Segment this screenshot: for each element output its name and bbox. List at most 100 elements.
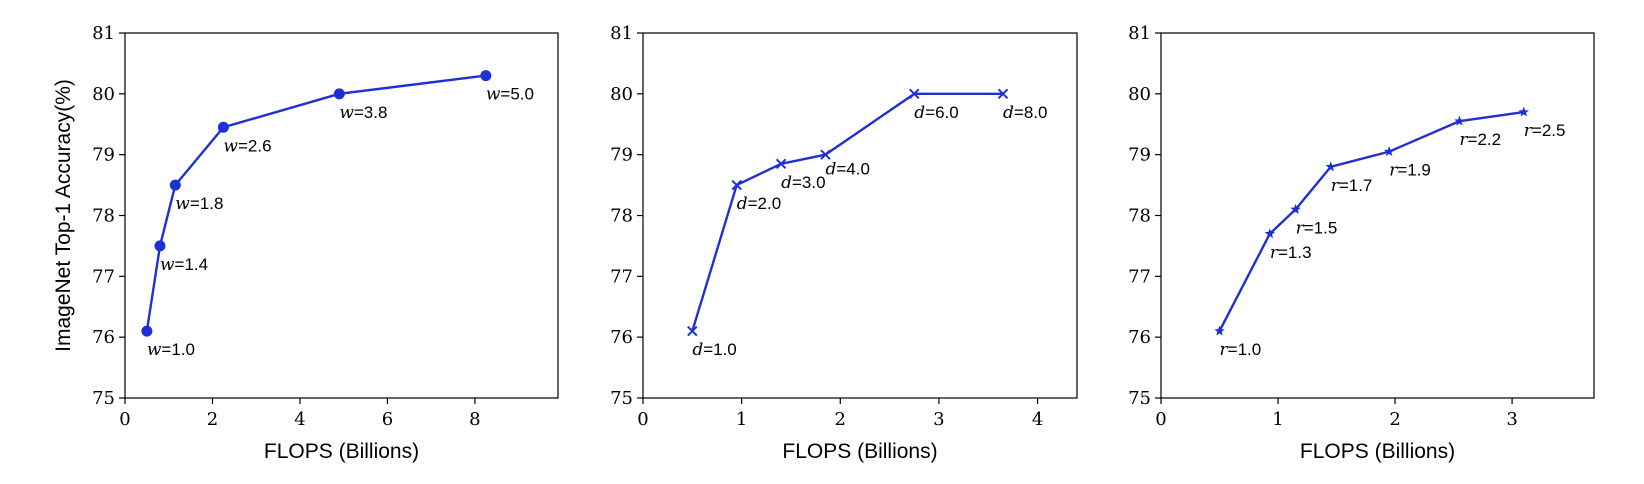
data-point-label: r=1.0 xyxy=(1220,340,1262,360)
data-point-marker xyxy=(1290,203,1301,214)
x-tick-label: 2 xyxy=(1389,409,1400,430)
data-point-label: d=2.0 xyxy=(737,194,781,214)
data-point-marker xyxy=(333,88,345,100)
y-tick-label: 76 xyxy=(1128,327,1151,348)
data-point-marker xyxy=(687,325,698,337)
data-point-label-variable: d xyxy=(692,340,703,360)
y-tick-label: 80 xyxy=(1128,84,1151,105)
data-point-label-value: =3.0 xyxy=(792,173,826,192)
data-point-label: r=1.3 xyxy=(1270,243,1312,263)
data-point-label-variable: w xyxy=(223,136,238,156)
data-point-marker xyxy=(731,179,742,191)
data-point-label-variable: r xyxy=(1331,176,1340,196)
series-line xyxy=(691,92,1004,332)
y-tick-label: 78 xyxy=(1128,206,1151,227)
y-tick-label: 81 xyxy=(92,23,115,44)
x-tick-label: 1 xyxy=(1272,409,1283,430)
data-point-label-value: =1.8 xyxy=(190,194,224,213)
data-point-label-value: =3.8 xyxy=(354,103,388,122)
data-point-label-variable: r xyxy=(1389,161,1398,181)
data-point-label-value: =2.0 xyxy=(748,194,782,213)
data-point-label: d=4.0 xyxy=(825,160,869,180)
data-point-marker xyxy=(775,158,787,169)
x-axis-label: FLOPS (Billions) xyxy=(1300,440,1455,463)
data-point-label-variable: w xyxy=(160,255,175,275)
data-point-label-value: =6.0 xyxy=(925,103,959,122)
data-point-label: w=1.0 xyxy=(147,340,195,360)
data-point-label: w=1.4 xyxy=(160,255,208,275)
data-point-label: r=2.2 xyxy=(1459,130,1501,150)
data-point-label-value: =2.6 xyxy=(238,136,272,155)
data-point-marker xyxy=(909,88,920,100)
x-tick-label: 6 xyxy=(382,409,393,430)
data-point-label-value: =1.3 xyxy=(1278,243,1312,262)
data-point-marker xyxy=(217,121,229,133)
data-point-label-variable: w xyxy=(339,103,354,123)
data-point-label-variable: w xyxy=(486,85,501,105)
y-tick-label: 81 xyxy=(1128,23,1151,44)
data-point-label: r=1.7 xyxy=(1331,176,1373,196)
data-point-marker xyxy=(141,325,153,337)
x-tick-label: 4 xyxy=(294,409,305,430)
data-point-marker xyxy=(154,240,166,252)
data-point-label-variable: w xyxy=(147,340,162,360)
data-point-label: d=8.0 xyxy=(1003,103,1047,123)
x-axis-label: FLOPS (Billions) xyxy=(264,440,419,463)
y-tick-label: 77 xyxy=(1128,266,1151,287)
data-point-label-variable: d xyxy=(781,173,792,193)
data-point-label-variable: r xyxy=(1220,340,1229,360)
y-tick-label: 77 xyxy=(610,266,633,287)
data-point-marker xyxy=(1264,228,1276,239)
y-tick-label: 81 xyxy=(610,23,633,44)
data-point-label-variable: r xyxy=(1524,121,1533,141)
data-point-label: w=5.0 xyxy=(486,85,534,105)
x-tick-label: 2 xyxy=(835,409,846,430)
data-point-label-value: =1.5 xyxy=(1304,218,1338,237)
data-point-label-value: =1.0 xyxy=(161,340,195,359)
x-tick-label: 0 xyxy=(637,409,648,430)
data-point-label: r=1.5 xyxy=(1296,218,1338,238)
data-point-marker xyxy=(1325,161,1336,172)
data-point-label: w=2.6 xyxy=(223,136,271,156)
data-point-label-value: =1.4 xyxy=(175,255,209,274)
y-tick-label: 80 xyxy=(610,84,633,105)
x-tick-label: 3 xyxy=(1506,409,1517,430)
data-point-label: w=1.8 xyxy=(175,194,223,214)
y-tick-label: 80 xyxy=(92,84,115,105)
data-point-label-variable: r xyxy=(1270,243,1279,263)
data-point-marker xyxy=(997,88,1009,100)
data-point-label-variable: d xyxy=(737,194,748,214)
data-point-label: d=3.0 xyxy=(781,173,825,193)
data-point-label-variable: w xyxy=(175,194,190,214)
x-axis-label: FLOPS (Billions) xyxy=(782,440,937,463)
x-tick-label: 3 xyxy=(933,409,944,430)
chart-panel-1: 0 2 4 6 8 75 76 77 78 79 80 81 FLOPS (Billions) Image… xyxy=(52,23,559,463)
x-tick-label: 0 xyxy=(119,409,130,430)
data-point-label-variable: d xyxy=(1003,103,1014,123)
data-point-label-value: =4.0 xyxy=(836,160,870,179)
data-point-label: d=1.0 xyxy=(692,340,736,360)
data-point-marker xyxy=(480,70,492,82)
data-point-marker xyxy=(1383,146,1395,157)
x-tick-label: 2 xyxy=(207,409,218,430)
y-tick-label: 79 xyxy=(1128,145,1151,166)
data-point-label-value: =1.0 xyxy=(1228,340,1262,359)
data-point-label-value: =1.0 xyxy=(703,340,737,359)
x-tick-label: 8 xyxy=(469,409,480,430)
y-axis-label: ImageNet Top-1 Accuracy(%) xyxy=(52,79,75,352)
y-tick-label: 75 xyxy=(1128,388,1151,409)
x-tick-label: 0 xyxy=(1155,409,1166,430)
data-point-label-value: =2.2 xyxy=(1468,130,1502,149)
data-point-marker xyxy=(1454,115,1465,126)
y-tick-label: 79 xyxy=(92,145,115,166)
x-tick-label: 4 xyxy=(1032,409,1043,430)
data-point-marker xyxy=(1518,106,1530,117)
data-point-label-variable: d xyxy=(825,160,836,180)
data-point-label-variable: d xyxy=(914,103,925,123)
y-tick-label: 75 xyxy=(610,388,633,409)
y-tick-label: 76 xyxy=(610,327,633,348)
data-point-label: r=1.9 xyxy=(1389,161,1431,181)
